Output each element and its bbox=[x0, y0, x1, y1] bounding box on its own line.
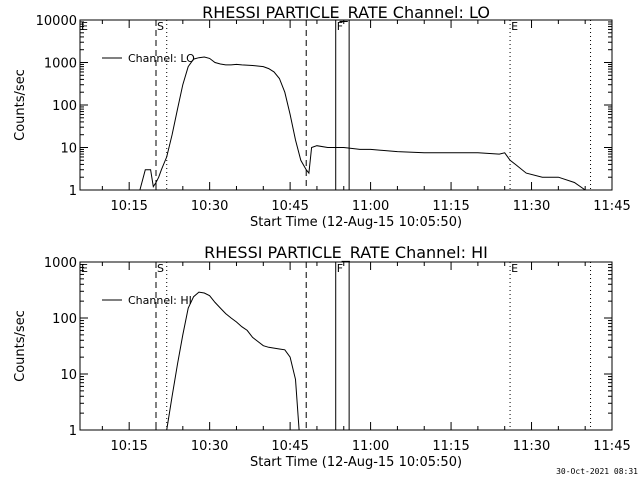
x-tick-label: 11:15 bbox=[432, 199, 469, 214]
hi-channel-panel: RHESSI PARTICLE_RATE Channel: HI 10:15 10:… bbox=[13, 243, 631, 470]
y-tick-label: 1 bbox=[69, 184, 77, 199]
plot-frame bbox=[79, 19, 613, 191]
series-line bbox=[166, 291, 300, 431]
event-marker-label: F bbox=[337, 262, 343, 275]
series-line bbox=[86, 56, 586, 191]
event-marker-label: F bbox=[337, 20, 343, 33]
x-tick-label: 10:45 bbox=[271, 199, 308, 214]
y-axis-label: Counts/sec bbox=[13, 310, 28, 382]
event-marker-label: E bbox=[81, 20, 88, 33]
event-marker-label: S bbox=[157, 262, 164, 275]
x-tick-label: 10:15 bbox=[110, 199, 147, 214]
x-tick-label: 11:00 bbox=[352, 439, 389, 454]
x-tick-label: 10:45 bbox=[271, 439, 308, 454]
chart-title: RHESSI PARTICLE_RATE Channel: HI bbox=[204, 243, 488, 263]
y-tick-label: 10 bbox=[60, 368, 77, 383]
x-tick-label: 11:15 bbox=[432, 439, 469, 454]
timestamp-stamp: 30-Oct-2021 08:31 bbox=[556, 467, 638, 476]
event-marker-label: E bbox=[511, 262, 518, 275]
y-tick-label: 1 bbox=[69, 424, 77, 439]
x-axis-label: Start Time (12-Aug-15 10:05:50) bbox=[250, 215, 462, 230]
chart-title: RHESSI PARTICLE_RATE Channel: LO bbox=[202, 3, 490, 23]
event-marker-label: E bbox=[511, 20, 518, 33]
event-marker-label: E bbox=[81, 262, 88, 275]
plot-frame bbox=[79, 261, 613, 431]
y-axis-label: Counts/sec bbox=[13, 69, 28, 141]
legend-label: Channel: LO bbox=[128, 52, 195, 65]
x-tick-label: 10:30 bbox=[191, 439, 228, 454]
y-tick-label: 1000 bbox=[44, 57, 77, 72]
x-tick-label: 11:30 bbox=[513, 199, 550, 214]
legend-label: Channel: HI bbox=[128, 294, 192, 307]
x-axis-label: Start Time (12-Aug-15 10:05:50) bbox=[250, 455, 462, 470]
x-tick-label: 11:45 bbox=[593, 439, 630, 454]
x-tick-label: 11:00 bbox=[352, 199, 389, 214]
y-tick-label: 10 bbox=[60, 142, 77, 157]
y-tick-label: 100 bbox=[52, 312, 77, 327]
lo-channel-panel: RHESSI PARTICLE_RATE Channel: LO 10:15 10:… bbox=[13, 3, 631, 230]
y-tick-label: 100 bbox=[52, 99, 77, 114]
event-marker-label: S bbox=[157, 20, 164, 33]
x-tick-label: 11:30 bbox=[513, 439, 550, 454]
y-tick-label: 1000 bbox=[44, 256, 77, 271]
x-tick-label: 11:45 bbox=[593, 199, 630, 214]
x-tick-label: 10:15 bbox=[110, 439, 147, 454]
x-tick-label: 10:30 bbox=[191, 199, 228, 214]
y-tick-label: 10000 bbox=[36, 14, 77, 29]
